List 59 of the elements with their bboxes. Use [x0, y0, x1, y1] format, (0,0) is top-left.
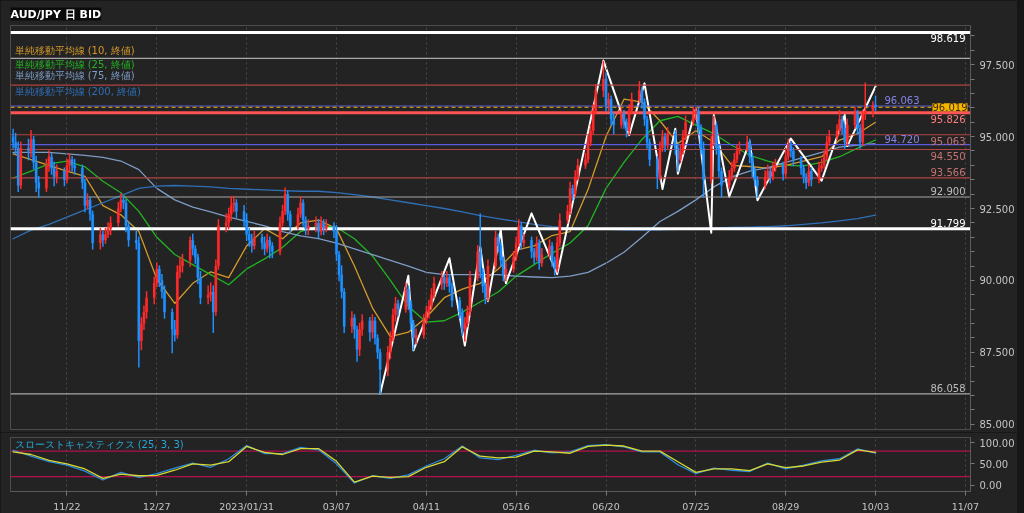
candlestick [414, 328, 418, 345]
text: 単純移動平均線 (10, 終値) [14, 45, 135, 57]
candlestick [235, 199, 238, 218]
ref-line-label: 98.619 [930, 33, 966, 45]
x-tick-label: 10/03 [861, 500, 890, 512]
candlestick [253, 230, 256, 250]
ref-line-label: 95.063 [930, 135, 966, 147]
ref-line-label: 94.720 [884, 133, 920, 145]
candlestick [548, 239, 551, 259]
candlestick [73, 158, 76, 175]
ref-line-label: 86.058 [930, 382, 966, 394]
candlestick [170, 308, 174, 354]
y-tick-label: 92.500 [979, 203, 1015, 215]
y-tick-label: 87.500 [979, 347, 1015, 359]
candlestick [55, 164, 59, 184]
chart-title: AUD/JPY 日 BID [10, 7, 102, 21]
x-tick-label: 05/16 [502, 500, 530, 512]
candlestick [810, 167, 813, 187]
candlestick [522, 233, 526, 247]
candlestick [188, 236, 192, 267]
ref-line-label: 96.019 [932, 102, 968, 114]
text: 単純移動平均線 (75, 終値) [14, 69, 135, 81]
candlestick [874, 95, 877, 112]
candlestick [666, 127, 669, 149]
candlestick [656, 155, 659, 190]
x-tick-label: 07/25 [682, 500, 710, 512]
y-tick-label: 100.00 [979, 437, 1015, 449]
candlestick [86, 193, 89, 210]
y-tick-label: 90.000 [979, 275, 1015, 287]
ref-line-label: 91.799 [930, 217, 966, 229]
ref-line-label: 94.550 [930, 150, 966, 162]
candlestick [476, 245, 479, 282]
chart-title: スローストキャスティクス (25, 3, 3) [14, 438, 184, 450]
ref-line-label: 92.900 [930, 186, 966, 197]
x-tick-label: 06/20 [592, 500, 620, 512]
x-tick-label: 08/29 [772, 500, 800, 512]
x-tick-label: 11/07 [951, 500, 980, 512]
x-tick-label: 12/27 [143, 500, 171, 512]
x-tick-label: 2023/01/31 [219, 500, 275, 512]
text: 単純移動平均線 (25, 終値) [14, 59, 135, 71]
x-tick-label: 11/22 [53, 500, 81, 512]
candlestick [317, 219, 320, 239]
candlestick [571, 184, 574, 201]
y-tick-label: 0.00 [979, 480, 1002, 492]
candlestick [322, 219, 325, 236]
ref-line-label: 95.826 [930, 113, 966, 125]
ref-line-label: 96.063 [884, 94, 920, 106]
y-tick-label: 95.000 [979, 131, 1015, 143]
candlestick [206, 285, 210, 305]
text: 単純移動平均線 (200, 終値) [14, 86, 142, 98]
y-tick-label: 85.000 [979, 419, 1015, 431]
candlestick [268, 236, 272, 259]
candlestick [109, 216, 112, 236]
y-tick-label: 97.500 [979, 59, 1015, 71]
ref-line-label: 93.566 [930, 166, 966, 178]
x-tick-label: 03/07 [322, 500, 351, 512]
y-tick-label: 50.00 [979, 458, 1009, 470]
candlestick [27, 138, 30, 161]
x-tick-label: 04/11 [412, 500, 441, 512]
